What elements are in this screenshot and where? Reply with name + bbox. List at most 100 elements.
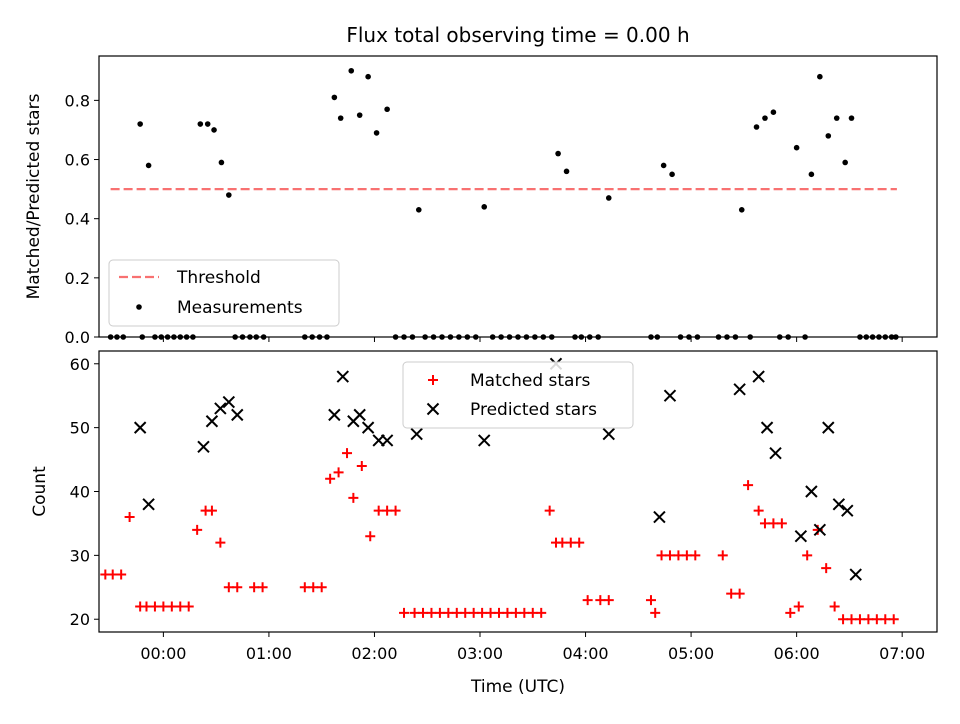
measurement-point: [888, 334, 895, 340]
measurement-point: [253, 334, 260, 340]
measurement-point: [447, 334, 454, 340]
series-measurements: [107, 67, 899, 340]
matched-point: [527, 607, 538, 618]
legend-measurements-swatch: [136, 304, 142, 310]
measurement-point: [177, 334, 184, 340]
y-tick-label: 0.4: [65, 210, 90, 229]
matched-point: [854, 614, 865, 625]
matched-point: [206, 505, 217, 516]
predicted-point: [231, 408, 244, 422]
matched-point: [880, 614, 891, 625]
measurement-point: [523, 334, 530, 340]
measurement-point: [145, 162, 152, 169]
measurement-point: [114, 334, 120, 340]
matched-point: [673, 550, 684, 561]
matched-point: [223, 582, 234, 593]
measurement-point: [605, 195, 612, 201]
measurement-point: [316, 334, 323, 340]
matched-point: [365, 531, 376, 542]
matched-point: [418, 607, 429, 618]
matched-point: [565, 537, 576, 548]
matched-point: [863, 614, 874, 625]
measurement-point: [578, 334, 585, 340]
measurement-point: [548, 334, 555, 340]
matched-point: [373, 505, 384, 516]
matched-point: [690, 550, 701, 561]
measurement-point: [808, 171, 815, 178]
matched-point: [468, 607, 479, 618]
top-panel: 0.0 0.2 0.4 0.6 0.8 Matched/Predicted stars Th…: [24, 55, 938, 347]
matched-point: [743, 480, 754, 491]
matched-point: [846, 614, 857, 625]
legend-predicted-label: Predicted stars: [470, 400, 597, 420]
y-tick-label: 20: [70, 610, 90, 629]
measurement-point: [247, 334, 253, 340]
measurement-point: [373, 130, 380, 136]
predicted-point: [410, 427, 423, 441]
measurement-point: [309, 334, 315, 340]
measurement-point: [171, 334, 177, 340]
predicted-point: [336, 370, 350, 383]
matched-point: [734, 588, 745, 599]
matched-point: [356, 460, 367, 471]
matched-point: [802, 550, 813, 561]
measurement-point: [793, 144, 800, 151]
predicted-point: [602, 427, 615, 441]
matched-point: [399, 607, 410, 618]
matched-point: [603, 595, 614, 606]
measurement-point: [401, 334, 407, 340]
predicted-point: [353, 408, 366, 422]
measurement-point: [456, 334, 462, 340]
matched-point: [348, 492, 359, 503]
matched-point: [821, 563, 832, 574]
measurement-point: [152, 334, 158, 340]
measurement-point: [197, 121, 204, 127]
measurement-point: [753, 124, 760, 130]
measurement-point: [302, 334, 308, 340]
legend-predicted-swatch: [426, 402, 440, 416]
measurement-point: [869, 334, 876, 340]
measurement-point: [239, 334, 246, 340]
measurement-point: [481, 204, 488, 210]
predicted-point: [197, 440, 210, 454]
matched-point: [768, 518, 779, 529]
matched-point: [124, 512, 135, 523]
measurement-point: [724, 334, 730, 340]
matched-point: [829, 601, 840, 612]
matched-point: [888, 614, 899, 625]
measurement-point: [384, 106, 390, 113]
matched-point: [519, 607, 530, 618]
measurement-point: [654, 334, 661, 340]
measurement-point: [211, 127, 217, 133]
measurement-point: [825, 133, 832, 139]
predicted-point: [752, 370, 765, 383]
measurement-point: [648, 334, 654, 340]
predicted-point: [832, 498, 846, 511]
y-tick-label: 0.0: [65, 328, 90, 347]
measurement-point: [430, 334, 437, 340]
measurement-point: [164, 334, 171, 340]
matched-point: [107, 569, 118, 580]
matched-point: [158, 601, 169, 612]
matched-point: [434, 607, 445, 618]
matched-point: [257, 582, 268, 593]
measurement-point: [204, 121, 211, 127]
y-tick-label: 30: [70, 546, 90, 565]
measurement-point: [232, 334, 238, 340]
y-axis-label: Matched/Predicted stars: [24, 93, 44, 299]
chart-title: Flux total observing time = 0.00 h: [346, 23, 689, 47]
matched-point: [183, 601, 194, 612]
predicted-point: [794, 529, 808, 543]
matched-point: [485, 607, 496, 618]
predicted-point: [478, 434, 491, 447]
matched-point: [785, 607, 796, 618]
matched-point: [316, 582, 327, 593]
measurement-point: [337, 115, 344, 121]
measurement-point: [190, 334, 196, 340]
legend-bottom: Matched stars Predicted stars: [402, 361, 634, 429]
x-axis-label: Time (UTC): [470, 677, 565, 697]
measurement-point: [331, 94, 338, 101]
legend-box: [108, 259, 340, 327]
matched-point: [409, 607, 420, 618]
measurement-point: [532, 334, 538, 340]
